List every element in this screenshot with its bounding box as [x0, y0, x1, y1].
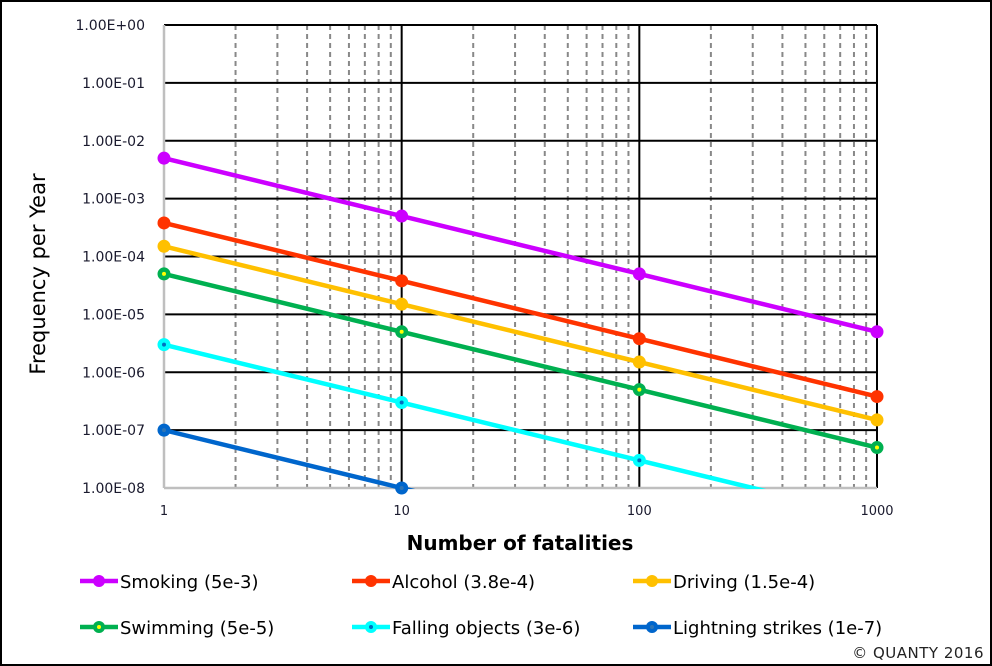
- legend-label: Alcohol (3.8e-4): [392, 572, 535, 593]
- y-tick-label: 1.00E-06: [82, 365, 145, 381]
- y-tick-label: 1.00E-03: [82, 192, 145, 208]
- series-line-4: [163, 342, 767, 489]
- y-tick-label: 1.00E-04: [82, 250, 145, 266]
- legend-label: Smoking (5e-3): [120, 572, 258, 593]
- legend-label: Swimming (5e-5): [120, 618, 274, 639]
- data-point-center: [162, 428, 166, 433]
- marker-layer: [157, 151, 884, 495]
- data-point: [395, 297, 409, 311]
- data-point: [157, 239, 171, 253]
- major-gridlines: [164, 24, 878, 488]
- data-point: [632, 332, 646, 346]
- data-point-center: [162, 342, 166, 347]
- legend-marker: [93, 575, 105, 587]
- series-line-5: [163, 427, 416, 489]
- data-point-center: [875, 445, 879, 450]
- data-point: [395, 274, 409, 288]
- y-tick-label: 1.00E-01: [82, 76, 145, 92]
- x-tick-labels: 1 10 100 1000: [160, 504, 894, 519]
- data-point: [870, 413, 884, 427]
- data-point-center: [399, 486, 404, 490]
- legend-label: Driving (1.5e-4): [673, 572, 815, 593]
- legend-label: Falling objects (3e-6): [392, 618, 580, 639]
- legend-marker: [646, 575, 658, 587]
- copyright-credit: © QUANTY 2016: [852, 644, 984, 662]
- y-tick-label: 1.00E-07: [82, 423, 145, 439]
- series-line-2: [163, 244, 878, 423]
- data-point-center: [399, 400, 404, 405]
- series-layer: [163, 155, 878, 489]
- legend-label: Lightning strikes (1e-7): [673, 618, 882, 639]
- x-axis-title: Number of fatalities: [407, 531, 634, 555]
- data-point: [395, 209, 409, 223]
- legend-marker-center: [97, 625, 101, 629]
- data-point: [870, 325, 884, 339]
- legend-marker-center: [650, 625, 654, 629]
- legend: Smoking (5e-3) Alcohol (3.8e-4) Driving (1…: [80, 572, 882, 639]
- y-tick-labels: 1.00E+00 1.00E-01 1.00E-02 1.00E-03 1.00E-04…: [75, 18, 145, 497]
- data-point: [157, 151, 171, 165]
- x-tick-label: 1: [160, 504, 168, 519]
- data-point: [870, 390, 884, 404]
- y-tick-label: 1.00E+00: [75, 18, 145, 34]
- series-line-0: [163, 155, 878, 334]
- data-point-center: [162, 271, 166, 276]
- data-point: [632, 355, 646, 369]
- series-line-1: [163, 220, 878, 399]
- data-point-center: [637, 387, 642, 392]
- series-line-3: [163, 271, 878, 450]
- y-tick-label: 1.00E-05: [82, 307, 145, 323]
- legend-marker: [365, 575, 377, 587]
- y-axis-title: Frequency per Year: [26, 173, 50, 375]
- data-point-center: [399, 329, 404, 334]
- x-tick-label: 100: [627, 504, 652, 519]
- data-point: [157, 216, 171, 230]
- y-tick-label: 1.00E-02: [82, 134, 145, 150]
- data-point-center: [637, 458, 642, 463]
- x-tick-label: 1000: [860, 504, 893, 519]
- legend-marker-center: [369, 625, 373, 629]
- y-tick-label: 1.00E-08: [82, 481, 145, 497]
- x-tick-label: 10: [393, 504, 410, 519]
- data-point: [632, 267, 646, 281]
